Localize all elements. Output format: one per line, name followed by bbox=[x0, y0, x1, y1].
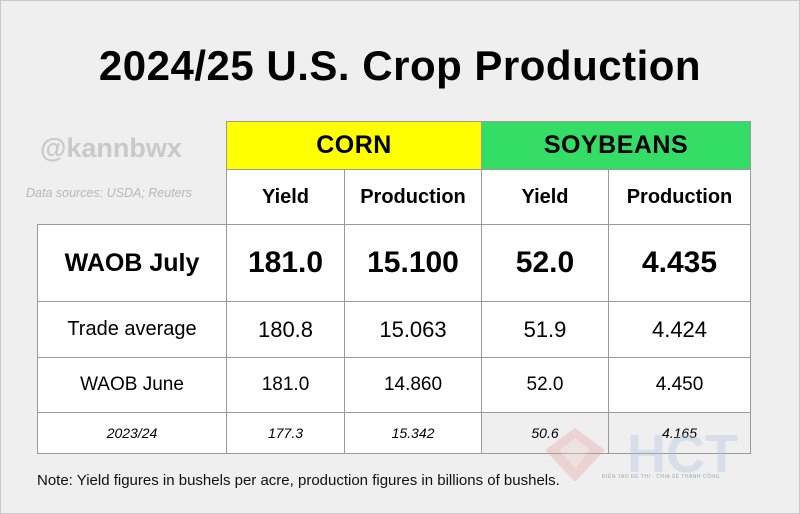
author-handle: @kannbwx bbox=[40, 133, 182, 163]
row-label-waob-july: WAOB July bbox=[37, 224, 227, 302]
data-sources: Data sources: USDA; Reuters bbox=[26, 186, 193, 200]
soybeans-yield-header: Yield bbox=[481, 169, 609, 225]
diamond-icon bbox=[545, 428, 605, 482]
corn-production-header: Production bbox=[344, 169, 482, 225]
soybeans-header: SOYBEANS bbox=[481, 121, 751, 170]
table-cell: 15.063 bbox=[344, 301, 482, 358]
table-cell: 51.9 bbox=[481, 301, 609, 358]
table-cell: 15.342 bbox=[344, 412, 482, 454]
table-cell: 181.0 bbox=[226, 357, 345, 413]
row-label-waob-june: WAOB June bbox=[37, 357, 227, 413]
watermark-text: HCT bbox=[627, 424, 738, 484]
corn-header: CORN bbox=[226, 121, 482, 170]
table-cell: 52.0 bbox=[481, 357, 609, 413]
row-label-2023-24: 2023/24 bbox=[37, 412, 227, 454]
table-cell: 4.450 bbox=[608, 357, 751, 413]
table-cell: 181.0 bbox=[226, 224, 345, 302]
watermark-tagline: ĐIỂN TAO ĐỂ THI - CHIA SẺ THÀNH CÔNG bbox=[602, 474, 720, 480]
table-cell: 180.8 bbox=[226, 301, 345, 358]
table-cell: 4.435 bbox=[608, 224, 751, 302]
table-cell: 4.165 bbox=[608, 412, 751, 454]
soybeans-production-header: Production bbox=[608, 169, 751, 225]
row-label-trade-average: Trade average bbox=[37, 301, 227, 358]
table-cell: 14.860 bbox=[344, 357, 482, 413]
footnote: Note: Yield figures in bushels per acre,… bbox=[37, 472, 560, 489]
corn-yield-header: Yield bbox=[226, 169, 345, 225]
table-cell: 4.424 bbox=[608, 301, 751, 358]
table-cell: 52.0 bbox=[481, 224, 609, 302]
page-title: 2024/25 U.S. Crop Production bbox=[98, 42, 702, 89]
hct-watermark-logo: HCT bbox=[545, 424, 738, 484]
table-cell: 15.100 bbox=[344, 224, 482, 302]
table-cell: 177.3 bbox=[226, 412, 345, 454]
